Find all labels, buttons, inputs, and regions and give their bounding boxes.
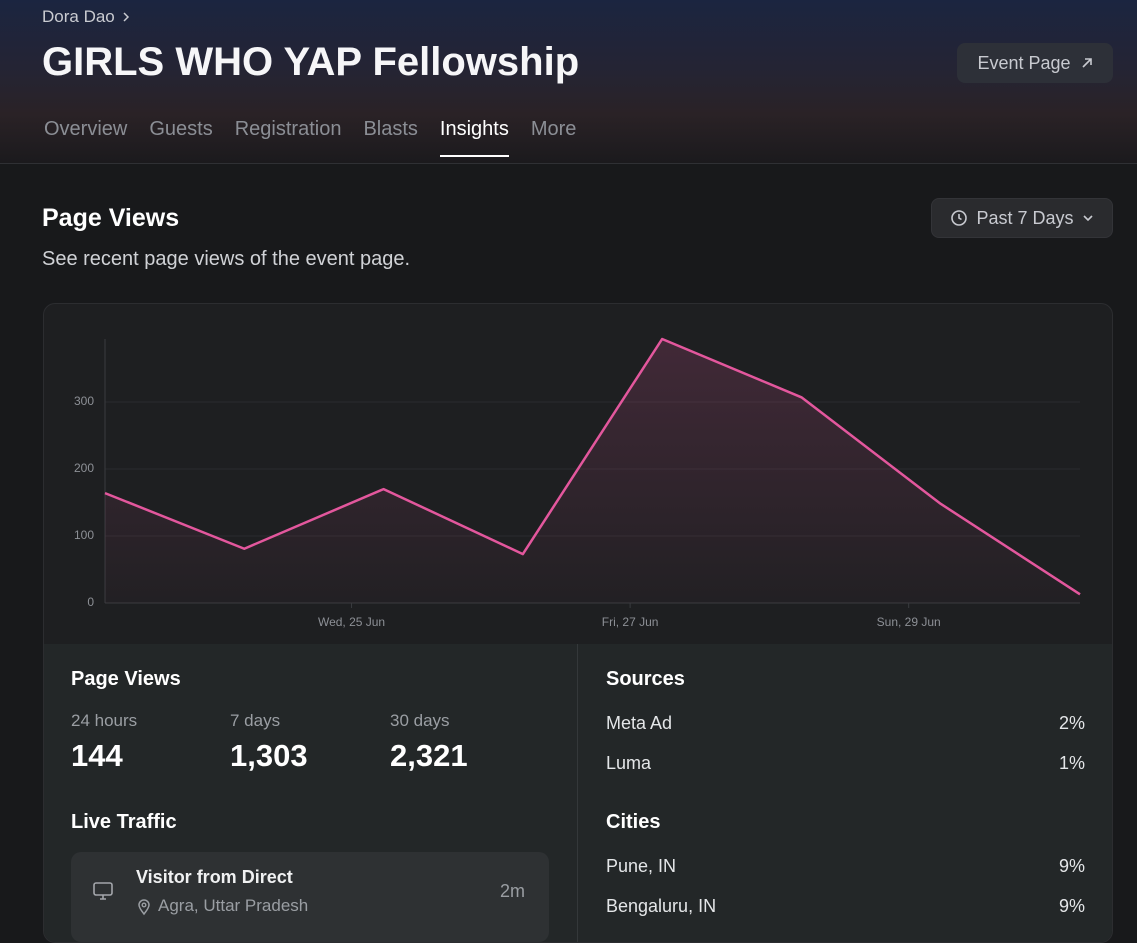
visitor-card[interactable] [71, 852, 549, 942]
event-title: GIRLS WHO YAP Fellowship [42, 40, 580, 84]
section-title: Page Views [42, 204, 180, 232]
sources-title: Sources [606, 668, 685, 690]
caret-icon [1082, 215, 1093, 222]
event-page-button[interactable]: Event Page [957, 43, 1113, 83]
range-dropdown[interactable]: Past 7 Days [931, 198, 1113, 238]
tab-active[interactable]: Insights [439, 118, 509, 157]
visitor-title: Visitor from Direct [136, 867, 293, 887]
city-share: 9% [1058, 856, 1085, 876]
line-area [105, 339, 1080, 603]
source-share: 1% [1058, 753, 1085, 773]
source-share: 2% [1058, 713, 1085, 733]
y-tick-label: 200 [74, 461, 94, 475]
section-subtitle: See recent page views of the event page. [42, 248, 411, 270]
y-tick-label: 0 [87, 595, 94, 609]
x-tick-label: Sun, 29 Jun [877, 615, 941, 629]
source-name: Luma [606, 753, 652, 773]
dropdown-label: Past 7 Days [976, 207, 1074, 228]
city-name: Pune, IN [606, 856, 677, 876]
x-tick-label: Wed, 25 Jun [318, 615, 385, 629]
tab[interactable]: Blasts [363, 118, 418, 140]
stats-title: Page Views [71, 668, 181, 690]
x-tick-label: Fri, 27 Jun [602, 615, 659, 629]
clock-icon [951, 210, 968, 226]
city-name: Bengaluru, IN [606, 896, 717, 916]
city-share: 9% [1058, 896, 1085, 916]
tab[interactable]: Overview [44, 118, 128, 140]
breadcrumb-link[interactable]: Dora Dao [42, 7, 115, 26]
visitor-time: 2m [500, 881, 526, 901]
tab[interactable]: More [530, 118, 577, 140]
header [0, 0, 1137, 164]
stat-value: 2,321 [390, 738, 468, 773]
pin-icon [138, 899, 150, 916]
chart: 0 100 200 300 Wed, 25 Jun Fri, 27 Jun Sun, 29 … [74, 337, 1081, 629]
y-tick-label: 100 [74, 528, 94, 542]
stat-value: 144 [71, 738, 123, 773]
tab-bar: Overview Guests Registration Blasts Insi… [44, 118, 576, 157]
tab[interactable]: Registration [234, 118, 342, 140]
tab[interactable]: Guests [149, 118, 213, 140]
cities-title: Cities [606, 811, 661, 833]
source-name: Meta Ad [606, 713, 673, 733]
stat-label: 30 days [390, 711, 450, 730]
line-series [104, 337, 1081, 596]
y-tick-label: 300 [74, 394, 94, 408]
chevron-icon [123, 12, 129, 22]
insights-card: 0 100 200 300 Wed, 25 Jun Fri, 27 Jun Sun, 29 … [43, 303, 1113, 943]
live-traffic-title: Live Traffic [71, 811, 177, 833]
button-label: Event Page [977, 52, 1071, 73]
monitor-icon [93, 882, 113, 900]
stat-value: 1,303 [230, 738, 308, 773]
visitor-location: Agra, Uttar Pradesh [158, 896, 309, 915]
external-icon [1081, 58, 1092, 68]
stat-label: 24 hours [71, 711, 138, 730]
breadcrumb[interactable]: Dora Dao [42, 7, 131, 27]
stat-label: 7 days [230, 711, 281, 730]
divider [577, 644, 578, 942]
